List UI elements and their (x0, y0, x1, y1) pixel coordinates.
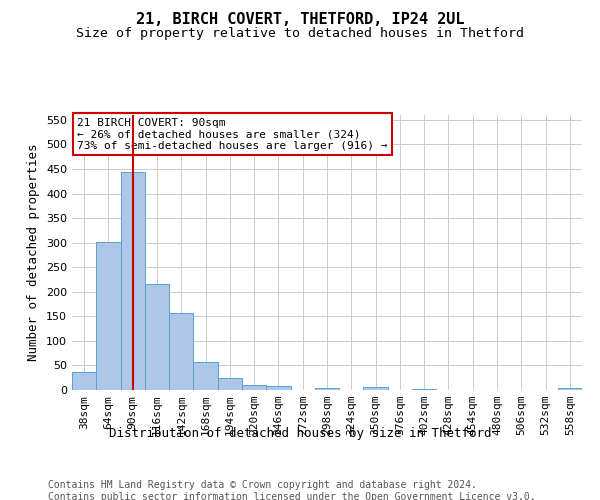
Bar (193, 362, 218, 390)
Text: Contains HM Land Registry data © Crown copyright and database right 2024.
Contai: Contains HM Land Registry data © Crown c… (48, 480, 536, 500)
Y-axis label: Number of detached properties: Number of detached properties (28, 144, 40, 361)
Bar (72, 372, 96, 390)
Bar (558, 388, 582, 390)
Bar (412, 388, 436, 390)
Text: Size of property relative to detached houses in Thetford: Size of property relative to detached ho… (76, 28, 524, 40)
Text: 21, BIRCH COVERT, THETFORD, IP24 2UL: 21, BIRCH COVERT, THETFORD, IP24 2UL (136, 12, 464, 28)
Bar (169, 313, 193, 390)
Bar (266, 386, 290, 390)
Text: Distribution of detached houses by size in Thetford: Distribution of detached houses by size … (109, 428, 491, 440)
Bar (96, 242, 121, 390)
Bar (315, 388, 339, 390)
Text: 21 BIRCH COVERT: 90sqm
← 26% of detached houses are smaller (324)
73% of semi-de: 21 BIRCH COVERT: 90sqm ← 26% of detached… (77, 118, 388, 151)
Bar (242, 385, 266, 390)
Bar (145, 284, 169, 390)
Bar (121, 172, 145, 390)
Bar (218, 378, 242, 390)
Bar (364, 386, 388, 390)
